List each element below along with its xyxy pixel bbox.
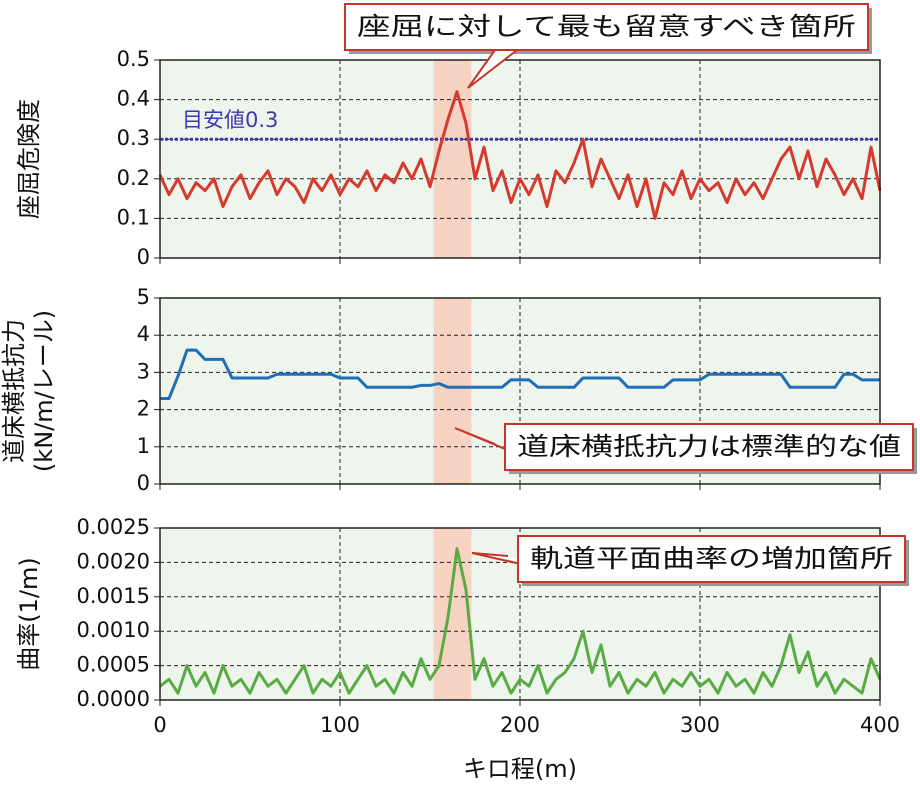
y-tick-label: 0.0020 xyxy=(77,549,150,573)
y-tick-label: 2 xyxy=(137,397,150,421)
data-line xyxy=(159,547,882,695)
plot-frame xyxy=(159,59,881,259)
callout-pointer xyxy=(454,427,518,455)
y-axis-label: 座屈危険度 xyxy=(15,99,43,219)
y-tick-label: 0.5 xyxy=(117,47,150,71)
y-axis-label: (kN/m/レール) xyxy=(30,310,58,472)
x-tick-label: 300 xyxy=(680,713,720,737)
y-tick-label: 0.1 xyxy=(117,205,150,229)
annotation: 道床横抵抗力は標準的な値 xyxy=(517,432,901,461)
y-axis-label: 曲率(1/m) xyxy=(15,557,43,670)
data-line xyxy=(160,348,880,400)
y-tick-label: 0.0025 xyxy=(77,515,150,539)
y-tick-label: 0.0000 xyxy=(77,687,150,711)
y-tick-label: 4 xyxy=(137,322,150,346)
x-axis-label: キロ程(m) xyxy=(463,755,577,783)
annotation: 軌道平面曲率の増加箇所 xyxy=(530,544,893,573)
y-tick-label: 0.0010 xyxy=(77,618,150,642)
x-tick-label: 0 xyxy=(153,713,166,737)
annotation: 座屈に対して最も留意すべき箇所 xyxy=(357,12,856,41)
x-tick-label: 400 xyxy=(860,713,900,737)
callout-box xyxy=(344,3,869,51)
y-tick-label: 5 xyxy=(137,285,150,309)
y-tick-label: 0 xyxy=(137,245,150,269)
y-tick-label: 1 xyxy=(137,434,150,458)
callout-box xyxy=(504,423,914,471)
y-tick-label: 3 xyxy=(137,359,150,383)
plot-frame xyxy=(159,297,881,485)
y-axis-label: 道床横抵抗力 xyxy=(0,319,28,463)
y-tick-label: 0.4 xyxy=(117,87,150,111)
plot-frame xyxy=(159,527,881,701)
reference-label: 目安値0.3 xyxy=(182,108,278,132)
y-tick-label: 0.2 xyxy=(117,166,150,190)
y-tick-label: 0 xyxy=(137,471,150,495)
callout-pointer xyxy=(471,552,531,567)
highlight-band xyxy=(433,60,472,258)
y-tick-label: 0.3 xyxy=(117,126,150,150)
data-line xyxy=(158,90,882,220)
y-tick-label: 0.0005 xyxy=(77,653,150,677)
x-tick-label: 200 xyxy=(500,713,540,737)
callout-box xyxy=(517,535,906,583)
callout-pointer xyxy=(467,49,518,89)
y-tick-label: 0.0015 xyxy=(77,584,150,608)
highlight-band xyxy=(433,298,472,484)
x-tick-label: 100 xyxy=(320,713,360,737)
highlight-band xyxy=(433,528,472,700)
